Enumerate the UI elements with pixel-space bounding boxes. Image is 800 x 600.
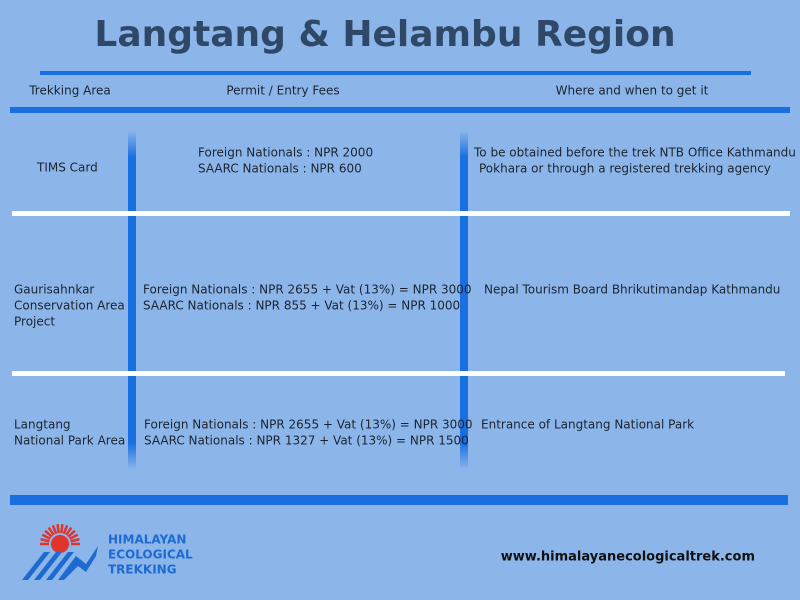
row-divider: [12, 371, 785, 376]
title: Langtang & Helambu Region: [94, 14, 675, 55]
logo-mark: [22, 523, 98, 580]
sun-ray: [44, 529, 53, 538]
permit-fee: Foreign Nationals : NPR 2000: [198, 146, 373, 160]
sun-ray: [60, 523, 64, 534]
column-header: Where and when to get it: [556, 84, 709, 98]
where-when: Pokhara or through a registered trekking…: [479, 162, 771, 176]
trekking-area: Gaurisahnkar: [14, 283, 94, 297]
column-header: Trekking Area: [28, 84, 111, 98]
column-header: Permit / Entry Fees: [226, 84, 339, 98]
trekking-area: Conservation Area: [14, 299, 125, 313]
permit-fee: Foreign Nationals : NPR 2655 + Vat (13%)…: [144, 418, 473, 432]
sun-ray: [41, 533, 51, 540]
trekking-area: Project: [14, 315, 55, 329]
permit-fee: SAARC Nationals : NPR 855 + Vat (13%) = …: [143, 299, 460, 313]
sun-ray: [40, 538, 50, 543]
header-rule: [10, 107, 790, 113]
column-divider: [460, 130, 468, 470]
sun-ray: [67, 529, 76, 538]
website: www.himalayanecologicaltrek.com: [501, 550, 755, 565]
logo-text: HIMALAYAN: [108, 533, 186, 547]
logo-text: ECOLOGICAL: [108, 548, 193, 562]
where-when: Entrance of Langtang National Park: [481, 418, 694, 432]
row-divider: [12, 211, 790, 216]
logo-text: TREKKING: [108, 563, 177, 577]
where-when: To be obtained before the trek NTB Offic…: [473, 146, 796, 160]
footer-rule: [10, 495, 788, 505]
column-divider: [128, 130, 136, 470]
trekking-area: TIMS Card: [36, 161, 98, 175]
sun-ray: [51, 524, 58, 535]
permit-fee: SAARC Nationals : NPR 1327 + Vat (13%) =…: [144, 434, 469, 448]
sun-ray: [65, 526, 73, 536]
trekking-area: National Park Area: [14, 434, 125, 448]
trekking-area: Langtang: [14, 418, 71, 432]
title-rule: [40, 71, 751, 75]
sun-ray: [70, 538, 80, 543]
sun-ray: [56, 523, 60, 534]
permit-fee: SAARC Nationals : NPR 600: [198, 162, 362, 176]
sun-ray: [69, 533, 79, 540]
where-when: Nepal Tourism Board Bhrikutimandap Kathm…: [484, 283, 780, 297]
sun-ray: [47, 526, 55, 536]
sun-ray: [62, 524, 69, 535]
permit-fee: Foreign Nationals : NPR 2655 + Vat (13%)…: [143, 283, 472, 297]
